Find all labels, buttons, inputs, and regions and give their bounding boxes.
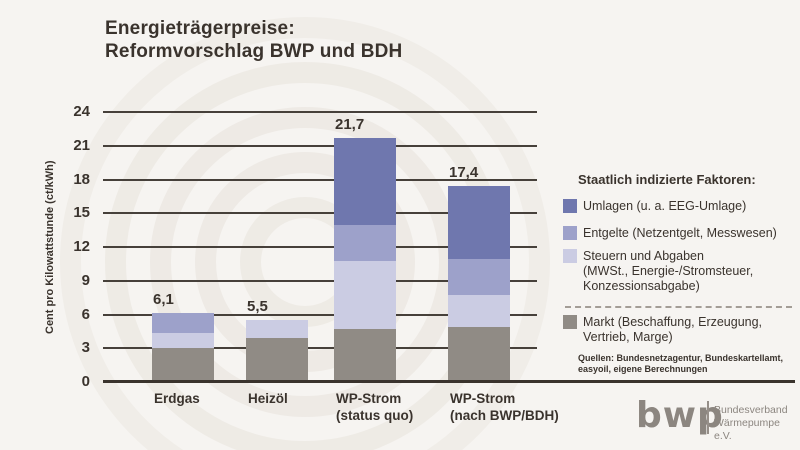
legend-item-line: Markt (Beschaffung, Erzeugung, xyxy=(583,315,763,329)
gridline-6 xyxy=(103,313,537,316)
category-label: (nach BWP/BDH) xyxy=(450,408,559,423)
legend-header: Staatlich indizierte Faktoren: xyxy=(578,172,756,187)
legend-item-steuern: Steuern und Abgaben (MWSt., Energie-/Str… xyxy=(563,249,753,294)
gridline-9 xyxy=(103,279,537,282)
x-axis-baseline xyxy=(103,380,795,383)
gridline-24 xyxy=(103,111,537,113)
y-tick-label-15: 15 xyxy=(73,204,90,222)
bar-segment-steuern xyxy=(246,320,308,339)
category-label: (status quo) xyxy=(336,408,414,423)
sources-line2: easyoil, eigene Berechnungen xyxy=(578,364,708,374)
legend-item-line: Steuern und Abgaben xyxy=(583,249,704,263)
gridline-18 xyxy=(103,178,537,181)
bwp-logo: bwp xyxy=(636,395,724,436)
steuern-swatch xyxy=(563,249,577,263)
gridline-21 xyxy=(103,144,537,147)
chart-title: Energieträgerpreise: Reformvorschlag BWP… xyxy=(105,17,402,63)
legend-item-entgelte: Entgelte (Netzentgelt, Messwesen) xyxy=(563,226,777,241)
y-tick-label-12: 12 xyxy=(73,238,90,255)
bar-segment-markt xyxy=(334,329,396,382)
category-label: Heizöl xyxy=(248,391,288,406)
category-label: WP-Strom xyxy=(450,391,516,406)
bar-segment-markt xyxy=(448,326,510,382)
sources-line1: Quellen: Bundesnetzagentur, Bundeskartel… xyxy=(578,353,784,363)
gridline-12 xyxy=(103,246,537,248)
entgelte-swatch xyxy=(563,226,577,240)
y-axis-ticks: 24 21 18 15 12 9 6 3 0 xyxy=(48,103,96,390)
bar-segment-steuern xyxy=(152,332,214,349)
legend-divider xyxy=(565,306,792,308)
legend-item-line: Vertrieb, Marge) xyxy=(583,330,673,344)
legend-item-markt: Markt (Beschaffung, Erzeugung, Vertrieb,… xyxy=(563,315,762,345)
bar-value-label: 21,7 xyxy=(335,115,365,133)
bar-value-label: 5,5 xyxy=(247,298,268,316)
legend-item-label: Steuern und Abgaben (MWSt., Energie-/Str… xyxy=(583,249,753,294)
logo-org-line1: Bundesverband xyxy=(714,404,788,416)
bar-segment-steuern xyxy=(448,295,510,327)
legend-item-label: Markt (Beschaffung, Erzeugung, Vertrieb,… xyxy=(583,315,762,345)
logo-org-name: Bundesverband Wärmepumpe e.V. xyxy=(714,404,800,443)
bar-value-label: 6,1 xyxy=(153,291,174,309)
bar-segment-entgelte xyxy=(334,224,396,261)
legend-item-line: (MWSt., Energie-/Stromsteuer, xyxy=(583,264,754,278)
bar-segment-markt xyxy=(152,348,214,382)
y-tick-label-3: 3 xyxy=(81,339,90,357)
gridline-15 xyxy=(103,212,537,215)
chart-title-line2: Reformvorschlag BWP und BDH xyxy=(105,41,403,62)
sources-note: Quellen: Bundesnetzagentur, Bundeskartel… xyxy=(578,353,783,375)
chart-title-line1: Energieträgerpreise: xyxy=(105,18,295,39)
category-label: Erdgas xyxy=(154,391,200,406)
markt-swatch xyxy=(563,315,577,329)
logo-org-line2: Wärmepumpe e.V. xyxy=(714,417,780,442)
bar-segment-markt xyxy=(246,338,308,382)
y-tick-label-9: 9 xyxy=(81,271,90,289)
bar-segment-entgelte xyxy=(152,313,214,333)
bar-segment-umlagen xyxy=(334,137,396,225)
y-tick-label-21: 21 xyxy=(73,136,90,154)
legend-item-label: Umlagen (u. a. EEG-Umlage) xyxy=(583,199,747,213)
bar-segment-steuern xyxy=(334,260,396,330)
legend-item-label: Entgelte (Netzentgelt, Messwesen) xyxy=(583,226,777,240)
umlagen-swatch xyxy=(563,199,577,213)
category-label: WP-Strom xyxy=(336,391,402,406)
logo-divider xyxy=(707,401,709,434)
plot-area: 6,1 5,5 21,7 17,4 xyxy=(103,111,537,382)
bar-segment-umlagen xyxy=(448,186,510,260)
y-tick-label-18: 18 xyxy=(73,170,90,188)
gridline-3 xyxy=(103,347,537,350)
bar-segment-entgelte xyxy=(448,259,510,296)
y-tick-label-24: 24 xyxy=(73,103,90,120)
y-tick-label-6: 6 xyxy=(81,305,90,323)
legend-item-umlagen: Umlagen (u. a. EEG-Umlage) xyxy=(563,199,746,214)
y-tick-label-0: 0 xyxy=(81,373,90,390)
bar-value-label: 17,4 xyxy=(449,164,479,182)
legend-item-line: Konzessionsabgabe) xyxy=(583,279,700,293)
